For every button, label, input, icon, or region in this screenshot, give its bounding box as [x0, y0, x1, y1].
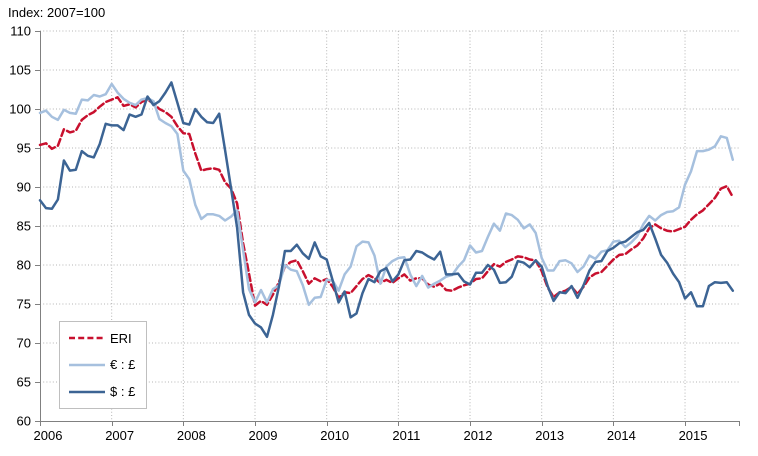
svg-text:60: 60	[17, 414, 31, 429]
svg-text:2014: 2014	[607, 428, 636, 443]
svg-text:2007: 2007	[105, 428, 134, 443]
eri-line-sample-icon	[69, 337, 105, 340]
svg-text:100: 100	[9, 102, 31, 117]
series-line-eri	[38, 96, 735, 307]
legend-item-euro-pound: € : £	[69, 357, 146, 372]
svg-text:70: 70	[17, 336, 31, 351]
series-line-dollar-pound	[38, 81, 735, 339]
svg-text:2012: 2012	[464, 428, 493, 443]
svg-text:65: 65	[17, 375, 31, 390]
svg-text:2009: 2009	[249, 428, 278, 443]
legend-label-dollar-pound: $ : £	[110, 384, 136, 400]
legend-label-euro-pound: € : £	[110, 357, 136, 373]
svg-text:2013: 2013	[535, 428, 564, 443]
axes	[35, 31, 740, 426]
chart-title: Index: 2007=100	[8, 5, 106, 20]
svg-text:2015: 2015	[679, 428, 708, 443]
legend-item-dollar-pound: $ : £	[69, 384, 146, 399]
dollar-pound-line-sample-icon	[69, 390, 105, 393]
svg-text:2006: 2006	[34, 428, 63, 443]
svg-text:110: 110	[10, 24, 31, 39]
legend-label-eri: ERI	[110, 330, 132, 346]
x-axis-tick-labels: 2006 2007 2008 2009 2010 2011 2012 2013 2014 2015	[34, 428, 708, 443]
series-line-euro-pound	[38, 82, 735, 307]
svg-text:85: 85	[17, 219, 31, 234]
svg-text:90: 90	[17, 180, 31, 195]
legend-item-eri: ERI	[69, 331, 146, 346]
svg-text:2011: 2011	[392, 428, 420, 443]
y-axis-tick-labels: 60 65 70 75 80 85 90 95 100 105 110	[9, 24, 31, 429]
gridlines	[40, 30, 740, 421]
svg-text:80: 80	[17, 258, 31, 273]
svg-text:95: 95	[17, 141, 31, 156]
svg-text:2010: 2010	[320, 428, 349, 443]
svg-text:2008: 2008	[177, 428, 206, 443]
svg-text:105: 105	[9, 63, 31, 78]
svg-text:75: 75	[17, 297, 31, 312]
legend-box: ERI € : £ $ : £	[59, 321, 147, 409]
euro-pound-line-sample-icon	[69, 363, 105, 367]
